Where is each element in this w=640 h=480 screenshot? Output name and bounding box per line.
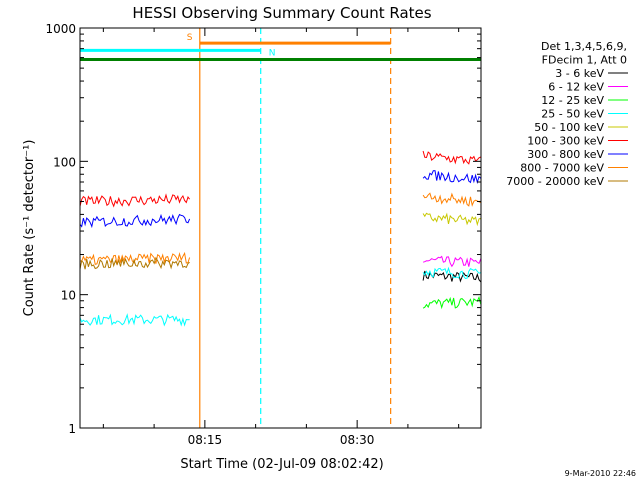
series-line-2-0 bbox=[422, 295, 481, 310]
series-line-0-0 bbox=[422, 270, 481, 283]
legend-header-0: Det 1,3,4,5,6,9, bbox=[541, 40, 627, 53]
plot-frame bbox=[79, 27, 482, 429]
series-8 bbox=[80, 256, 190, 270]
series-3 bbox=[80, 266, 481, 327]
series-line-3-0 bbox=[80, 313, 190, 327]
x-axis-label: Start Time (02-Jul-09 08:02:42) bbox=[180, 457, 383, 472]
series-line-4-0 bbox=[422, 212, 481, 227]
series-0 bbox=[422, 270, 481, 283]
y-tick-label-3: 1000 bbox=[45, 22, 76, 36]
y-tick-label-0: 1 bbox=[68, 422, 76, 436]
footer-timestamp: 9-Mar-2010 22:46 bbox=[565, 469, 636, 478]
series-line-7-0 bbox=[80, 251, 191, 266]
series-4 bbox=[422, 212, 481, 227]
legend-label-5: 100 - 300 keV bbox=[527, 135, 604, 148]
legend-header-1: FDecim 1, Att 0 bbox=[542, 54, 627, 67]
legend-label-6: 300 - 800 keV bbox=[527, 148, 604, 161]
series-7 bbox=[80, 192, 481, 266]
plot-inner bbox=[80, 28, 481, 428]
y-tick-label-2: 100 bbox=[53, 155, 76, 169]
series-line-3-1 bbox=[422, 266, 481, 280]
legend-label-7: 800 - 7000 keV bbox=[520, 162, 604, 175]
series-line-7-1 bbox=[422, 192, 481, 207]
series-2 bbox=[422, 295, 481, 310]
legend-label-1: 6 - 12 keV bbox=[548, 81, 604, 94]
legend-label-3: 25 - 50 keV bbox=[541, 108, 604, 121]
chart-title: HESSI Observing Summary Count Rates bbox=[132, 4, 431, 22]
series-5 bbox=[80, 150, 481, 208]
legend-label-2: 12 - 25 keV bbox=[541, 94, 604, 107]
y-tick-label-1: 10 bbox=[61, 289, 76, 303]
series-6 bbox=[80, 170, 481, 229]
x-tick-label-1: 08:30 bbox=[340, 433, 375, 447]
legend-label-8: 7000 - 20000 keV bbox=[506, 175, 604, 188]
annotation-label-0: S bbox=[187, 33, 193, 43]
legend-label-0: 3 - 6 keV bbox=[555, 67, 604, 80]
series-line-5-0 bbox=[80, 193, 190, 208]
legend-label-4: 50 - 100 keV bbox=[534, 121, 604, 134]
axes: 1 10 100 1000 08:15 08:30 bbox=[45, 22, 482, 447]
annotation-label-1: N bbox=[269, 48, 276, 58]
series-line-6-0 bbox=[80, 213, 191, 229]
series-line-1-0 bbox=[422, 255, 481, 268]
plot-area: SNRD0RD4 bbox=[80, 28, 481, 428]
legend: Det 1,3,4,5,6,9,FDecim 1, Att 03 - 6 keV… bbox=[506, 40, 628, 188]
x-tick-label-0: 08:15 bbox=[188, 433, 223, 447]
series-line-8-0 bbox=[80, 256, 190, 270]
series-1 bbox=[422, 255, 481, 268]
y-axis-label: Count Rate (s⁻¹ detector⁻¹) bbox=[22, 140, 37, 317]
